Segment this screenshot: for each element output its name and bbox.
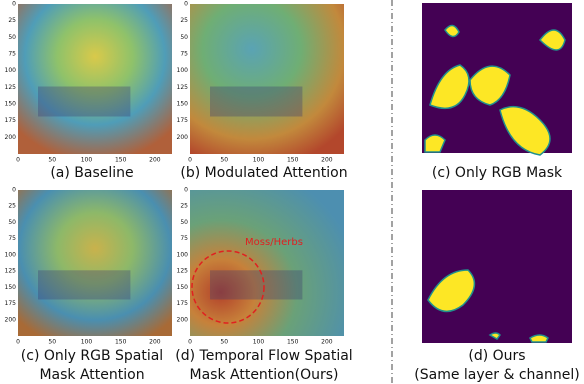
y-tick-label: 125 bbox=[177, 268, 189, 275]
y-tick-label: 100 bbox=[5, 251, 17, 258]
y-tick-label: 125 bbox=[5, 84, 17, 91]
x-tick-label: 200 bbox=[149, 157, 161, 164]
y-tick-label: 50 bbox=[180, 219, 188, 226]
caption: Mask Attention bbox=[39, 367, 144, 383]
y-tick-label: 50 bbox=[8, 34, 16, 41]
y-tick-label: 200 bbox=[177, 134, 189, 141]
y-tick-label: 100 bbox=[177, 67, 189, 74]
x-tick-label: 200 bbox=[321, 339, 333, 346]
x-tick-label: 0 bbox=[188, 339, 192, 346]
y-tick-label: 175 bbox=[177, 300, 189, 307]
y-tick-label: 150 bbox=[5, 101, 17, 108]
caption: (d) Temporal Flow Spatial bbox=[175, 348, 352, 364]
x-tick-label: 100 bbox=[253, 339, 265, 346]
x-tick-label: 0 bbox=[16, 157, 20, 164]
y-tick-label: 50 bbox=[180, 34, 188, 41]
heatmap-image bbox=[18, 4, 172, 154]
caption: (b) Modulated Attention bbox=[180, 165, 347, 181]
y-tick-label: 75 bbox=[180, 51, 188, 58]
y-tick-label: 175 bbox=[5, 300, 17, 307]
x-tick-label: 200 bbox=[321, 157, 333, 164]
heatmap-image bbox=[190, 190, 344, 336]
x-tick-label: 50 bbox=[220, 339, 228, 346]
x-tick-label: 150 bbox=[115, 339, 127, 346]
y-tick-label: 50 bbox=[8, 219, 16, 226]
x-tick-label: 150 bbox=[115, 157, 127, 164]
heatmap-shadow bbox=[210, 86, 303, 117]
x-tick-label: 150 bbox=[287, 339, 299, 346]
y-tick-label: 100 bbox=[177, 251, 189, 258]
y-tick-label: 25 bbox=[8, 203, 16, 210]
x-tick-label: 50 bbox=[220, 157, 228, 164]
caption: Mask Attention(Ours) bbox=[190, 367, 339, 383]
y-tick-label: 175 bbox=[5, 117, 17, 124]
heatmap-shadow bbox=[210, 270, 303, 300]
x-tick-label: 100 bbox=[253, 157, 265, 164]
caption: (a) Baseline bbox=[50, 165, 133, 181]
x-tick-label: 50 bbox=[48, 339, 56, 346]
caption: (c) Only RGB Mask bbox=[432, 165, 563, 181]
y-tick-label: 200 bbox=[177, 316, 189, 323]
y-tick-label: 25 bbox=[180, 17, 188, 24]
mask-image bbox=[422, 190, 572, 343]
annotation-circle bbox=[191, 250, 265, 324]
annotation: Moss/Herbs bbox=[245, 237, 303, 248]
y-tick-label: 25 bbox=[8, 17, 16, 24]
y-tick-label: 0 bbox=[184, 1, 188, 8]
y-tick-label: 75 bbox=[8, 51, 16, 58]
y-tick-label: 75 bbox=[180, 235, 188, 242]
mask-image bbox=[422, 3, 572, 156]
caption: (d) Ours bbox=[468, 348, 525, 364]
heatmap-shadow bbox=[38, 86, 131, 117]
x-tick-label: 50 bbox=[48, 157, 56, 164]
y-tick-label: 150 bbox=[5, 284, 17, 291]
y-tick-label: 25 bbox=[180, 203, 188, 210]
y-tick-label: 100 bbox=[5, 67, 17, 74]
y-tick-label: 0 bbox=[12, 187, 16, 194]
x-tick-label: 100 bbox=[81, 157, 93, 164]
y-tick-label: 200 bbox=[5, 134, 17, 141]
y-tick-label: 75 bbox=[8, 235, 16, 242]
y-tick-label: 125 bbox=[5, 268, 17, 275]
x-tick-label: 0 bbox=[188, 157, 192, 164]
y-tick-label: 125 bbox=[177, 84, 189, 91]
caption: (Same layer & channel) bbox=[414, 367, 579, 383]
x-tick-label: 0 bbox=[16, 339, 20, 346]
x-tick-label: 150 bbox=[287, 157, 299, 164]
heatmap-shadow bbox=[38, 270, 131, 300]
x-tick-label: 200 bbox=[149, 339, 161, 346]
caption: (c) Only RGB Spatial bbox=[21, 348, 163, 364]
y-tick-label: 150 bbox=[177, 101, 189, 108]
y-tick-label: 150 bbox=[177, 284, 189, 291]
y-tick-label: 200 bbox=[5, 316, 17, 323]
heatmap-image bbox=[18, 190, 172, 336]
y-tick-label: 175 bbox=[177, 117, 189, 124]
x-tick-label: 100 bbox=[81, 339, 93, 346]
heatmap-image bbox=[190, 4, 344, 154]
y-tick-label: 0 bbox=[12, 1, 16, 8]
y-tick-label: 0 bbox=[184, 187, 188, 194]
